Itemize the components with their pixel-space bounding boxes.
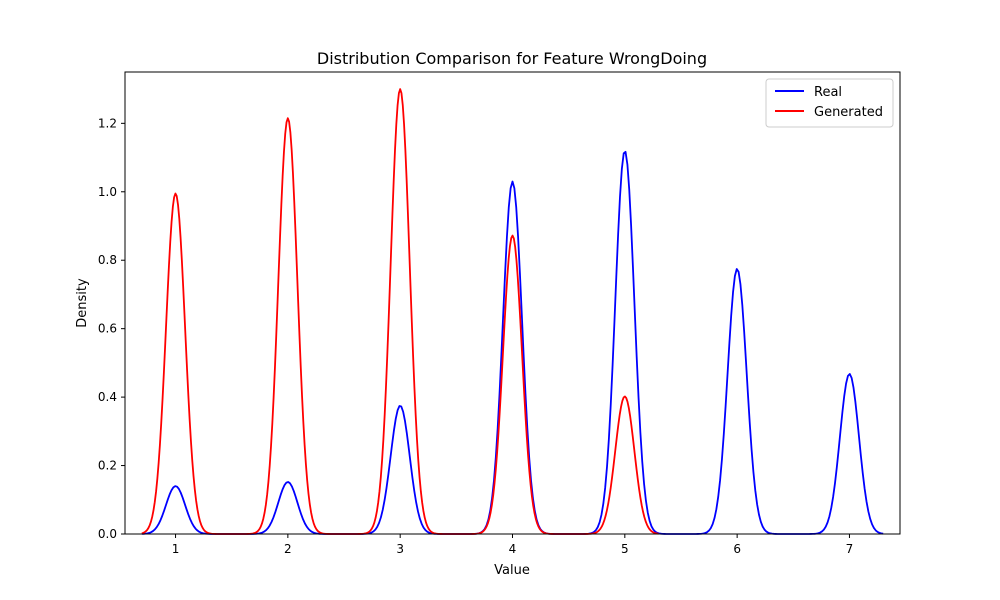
legend-label-real: Real [814, 85, 842, 100]
x-tick-label: 4 [509, 542, 517, 556]
legend: Real Generated [765, 78, 894, 128]
y-tick-label: 1.2 [98, 116, 117, 130]
x-tick-label: 5 [621, 542, 629, 556]
y-tick-label: 0.8 [98, 253, 117, 267]
y-tick-label: 0.6 [98, 322, 117, 336]
y-tick-label: 0.0 [98, 527, 117, 541]
series-line-real [141, 150, 884, 535]
y-axis-label: Density [75, 278, 90, 328]
y-tick-label: 0.4 [98, 390, 117, 404]
axes-frame [124, 71, 901, 535]
x-axis-label: Value [494, 563, 530, 578]
chart-title: Distribution Comparison for Feature Wron… [317, 49, 707, 68]
x-tick-label: 1 [172, 542, 180, 556]
x-tick-label: 7 [846, 542, 854, 556]
x-tick-label: 3 [396, 542, 404, 556]
x-tick-label: 6 [733, 542, 741, 556]
x-tick-label: 2 [284, 542, 292, 556]
y-tick-label: 1.0 [98, 185, 117, 199]
y-tick-label: 0.2 [98, 459, 117, 473]
legend-label-generated: Generated [814, 105, 883, 120]
